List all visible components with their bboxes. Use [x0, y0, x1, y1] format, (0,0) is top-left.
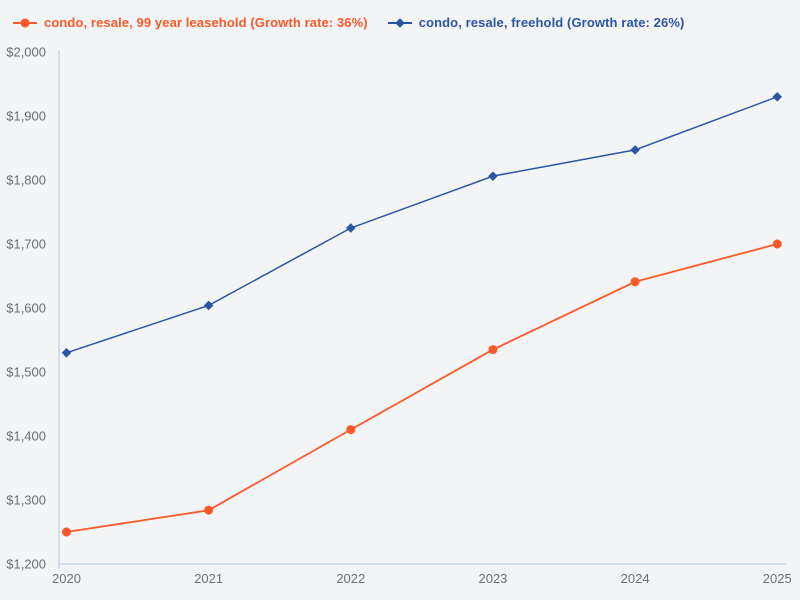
- x-tick-label: 2021: [194, 571, 223, 586]
- data-point-leasehold-2024[interactable]: [630, 277, 640, 287]
- data-point-freehold-2025[interactable]: [772, 92, 783, 102]
- y-tick-label: $1,500: [6, 365, 46, 380]
- line-circle-marker-icon: [13, 18, 37, 27]
- y-tick-label: $1,900: [6, 109, 46, 124]
- y-tick-label: $1,400: [6, 429, 46, 444]
- chart-legend: condo, resale, 99 year leasehold (Growth…: [0, 0, 800, 36]
- data-point-leasehold-2023[interactable]: [488, 345, 498, 355]
- series-line-freehold: [66, 96, 778, 354]
- data-point-leasehold-2021[interactable]: [204, 505, 214, 515]
- series-line-leasehold: [66, 243, 778, 533]
- x-tick-label: 2022: [336, 571, 365, 586]
- data-point-freehold-2022[interactable]: [346, 223, 356, 233]
- legend-item-freehold[interactable]: condo, resale, freehold (Growth rate: 26…: [387, 15, 685, 30]
- x-tick-label: 2023: [478, 571, 507, 586]
- x-tick-label: 2025: [763, 571, 792, 586]
- data-point-freehold-2021[interactable]: [203, 300, 214, 311]
- data-point-freehold-2023[interactable]: [488, 171, 498, 181]
- line-diamond-marker-icon: [387, 17, 412, 28]
- legend-label-leasehold: condo, resale, 99 year leasehold (Growth…: [44, 15, 368, 30]
- data-point-leasehold-2020[interactable]: [62, 527, 71, 537]
- data-point-leasehold-2025[interactable]: [772, 239, 782, 249]
- y-tick-label: $2,000: [6, 45, 46, 60]
- x-tick-label: 2024: [621, 571, 650, 586]
- y-tick-label: $1,300: [6, 493, 46, 508]
- y-tick-label: $1,800: [6, 173, 46, 188]
- line-chart-plot-area: $1,200 $1,300 $1,400 $1,500 $1,600 $1,700 $1,8…: [6, 45, 792, 587]
- y-tick-label: $1,700: [6, 237, 46, 252]
- legend-item-leasehold[interactable]: condo, resale, 99 year leasehold (Growth…: [12, 15, 368, 30]
- x-tick-label: 2020: [52, 571, 81, 586]
- data-point-freehold-2024[interactable]: [630, 145, 640, 155]
- data-point-freehold-2020[interactable]: [61, 348, 72, 358]
- data-point-leasehold-2022[interactable]: [346, 425, 356, 435]
- y-tick-label: $1,600: [6, 301, 46, 316]
- legend-label-freehold: condo, resale, freehold (Growth rate: 26…: [418, 15, 685, 30]
- y-tick-label: $1,200: [6, 557, 46, 572]
